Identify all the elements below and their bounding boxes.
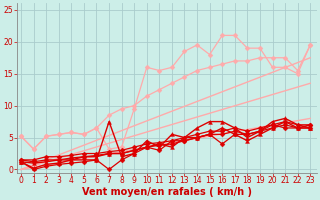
X-axis label: Vent moyen/en rafales ( km/h ): Vent moyen/en rafales ( km/h ) xyxy=(82,187,252,197)
